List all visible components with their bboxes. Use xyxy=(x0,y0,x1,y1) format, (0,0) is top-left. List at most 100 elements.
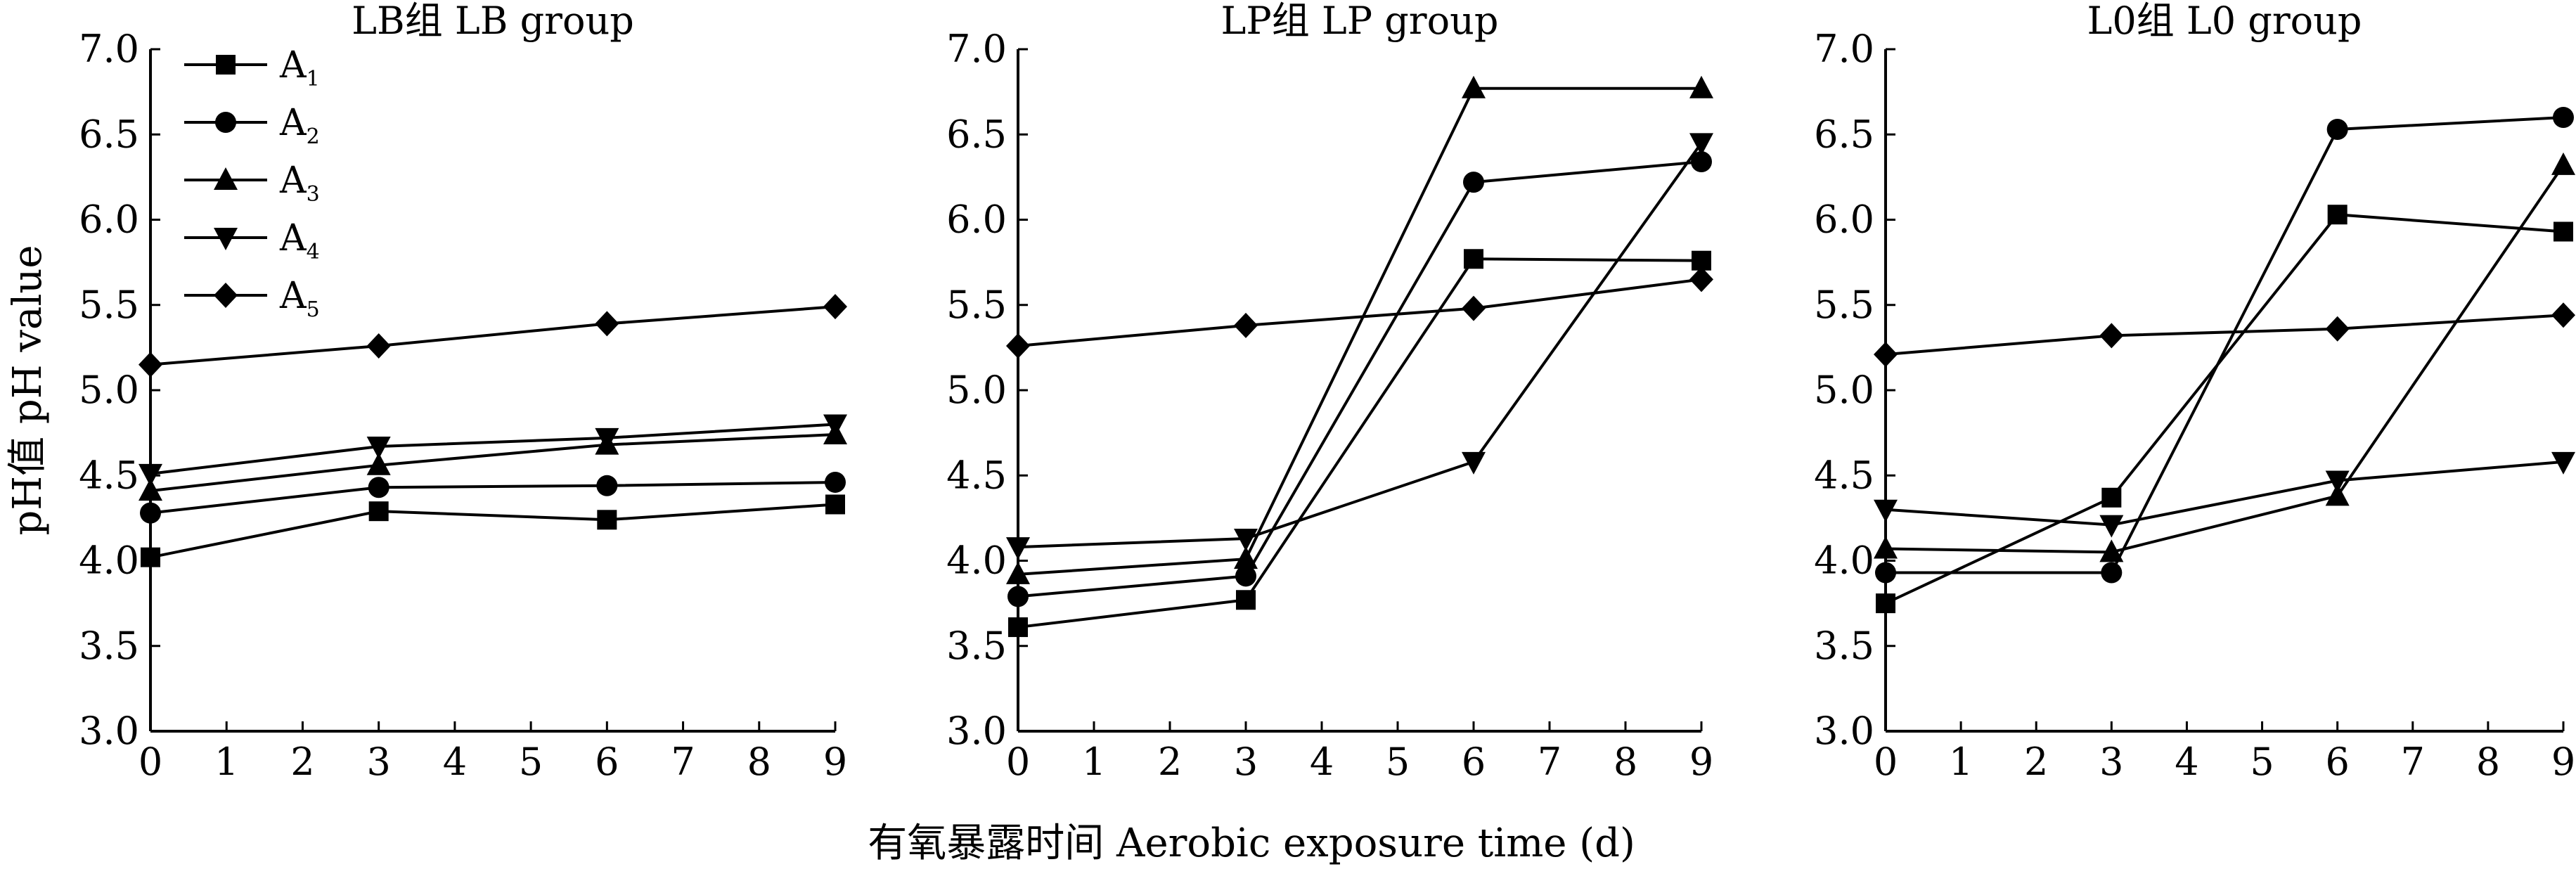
legend-item-3: A3 xyxy=(184,160,320,207)
data-point xyxy=(1236,590,1256,610)
data-point xyxy=(1234,546,1258,569)
y-tick-label: 4.0 xyxy=(1814,539,1874,583)
y-tick-label: 6.5 xyxy=(946,112,1007,156)
x-tick-label: 6 xyxy=(2325,740,2349,784)
data-point xyxy=(1462,451,1486,475)
y-tick-label: 4.5 xyxy=(946,453,1007,497)
data-point xyxy=(1006,537,1030,560)
data-point xyxy=(368,501,389,522)
data-point xyxy=(595,427,619,451)
series-line-a4 xyxy=(150,423,836,475)
data-point xyxy=(1691,151,1712,173)
x-tick-label: 2 xyxy=(1158,740,1182,784)
legend-item-4: A4 xyxy=(184,217,320,264)
y-axis-label: pH值 pH value xyxy=(5,245,51,535)
y-tick-label: 6.0 xyxy=(1814,198,1874,242)
data-point xyxy=(1462,295,1486,321)
x-tick-label: 2 xyxy=(2024,740,2048,784)
data-point xyxy=(139,478,162,501)
y-tick-label: 6.5 xyxy=(79,112,139,156)
y-tick-label: 6.0 xyxy=(79,198,139,242)
x-tick-label: 1 xyxy=(1949,740,1973,784)
chart-panels: 3.0 3.5 4.0 4.5 5.0 5.5 6.0 6.5 7.0 0 1 2 3 4 5 6 7 8 9 LB组… xyxy=(79,0,2575,784)
x-tick-label: 6 xyxy=(1462,740,1486,784)
y-tick-label: 7.0 xyxy=(946,27,1007,71)
x-tick-label: 7 xyxy=(1538,740,1561,784)
data-point xyxy=(2554,221,2573,242)
data-point xyxy=(1462,75,1486,98)
data-point xyxy=(596,475,618,496)
legend-label: A1 xyxy=(279,44,320,91)
series-line-a2 xyxy=(1017,160,1702,598)
y-tick-label: 3.5 xyxy=(1814,624,1874,668)
x-tick-label: 8 xyxy=(747,740,771,784)
data-point xyxy=(141,547,160,567)
data-point xyxy=(597,510,617,530)
y-tick-label: 5.0 xyxy=(1814,368,1874,412)
y-tick-label: 3.0 xyxy=(946,709,1007,753)
y-tick-label: 6.5 xyxy=(1814,112,1874,156)
data-point xyxy=(2325,316,2350,342)
data-point xyxy=(2551,152,2575,175)
y-tick-label: 7.0 xyxy=(1814,27,1874,71)
legend-marker xyxy=(215,112,236,133)
legend-marker xyxy=(214,228,238,250)
chart-panel-2: 3.0 3.5 4.0 4.5 5.0 5.5 6.0 6.5 7.0 0 1 2 3 4 5 6 7 8 9 LP组… xyxy=(946,0,1713,784)
data-point xyxy=(823,414,847,437)
x-tick-label: 1 xyxy=(214,740,238,784)
chart-panel-1: 3.0 3.5 4.0 4.5 5.0 5.5 6.0 6.5 7.0 0 1 2 3 4 5 6 7 8 9 LB组… xyxy=(79,0,847,784)
legend-marker xyxy=(214,283,238,308)
data-point xyxy=(1008,617,1028,638)
data-point xyxy=(2553,107,2574,128)
y-tick-label: 7.0 xyxy=(79,27,139,71)
x-tick-label: 5 xyxy=(1386,740,1410,784)
data-point xyxy=(366,437,391,460)
series-line-a4 xyxy=(1017,142,1703,549)
data-point xyxy=(2101,562,2123,584)
y-tick-label: 4.5 xyxy=(1814,453,1874,497)
series-line-a2 xyxy=(1886,116,2564,574)
series-line-a1 xyxy=(1017,257,1702,629)
legend-marker xyxy=(214,167,238,190)
x-tick-label: 4 xyxy=(1310,740,1334,784)
x-tick-label: 4 xyxy=(2175,740,2198,784)
data-point xyxy=(1876,593,1895,614)
x-tick-label: 7 xyxy=(671,740,695,784)
x-tick-label: 2 xyxy=(290,740,314,784)
y-tick-label: 6.0 xyxy=(946,198,1007,242)
y-tick-label: 4.0 xyxy=(946,539,1007,583)
legend-item-1: A1 xyxy=(184,44,320,91)
y-tick-label: 3.5 xyxy=(946,624,1007,668)
series-line-a5 xyxy=(1885,314,2564,356)
data-point xyxy=(1235,565,1256,587)
data-point xyxy=(1689,266,1713,292)
y-tick-label: 5.5 xyxy=(1814,283,1874,327)
series-line-a5 xyxy=(1017,278,1702,347)
series-line-a3 xyxy=(150,433,836,493)
series-line-a5 xyxy=(150,305,836,366)
x-axis-label: 有氧暴露时间 Aerobic exposure time (d) xyxy=(868,820,1635,866)
data-point xyxy=(366,452,391,475)
y-tick-label: 5.5 xyxy=(946,283,1007,327)
series-line-a3 xyxy=(1885,164,2565,554)
chart-title: LP组 LP group xyxy=(1221,0,1499,43)
data-point xyxy=(825,494,845,515)
x-tick-label: 3 xyxy=(366,740,390,784)
data-point xyxy=(2099,323,2124,349)
data-point xyxy=(825,471,846,493)
data-point xyxy=(1874,499,1898,522)
y-tick-label: 3.0 xyxy=(1814,709,1874,753)
data-point xyxy=(1006,561,1030,584)
data-point xyxy=(1464,249,1483,269)
x-tick-label: 0 xyxy=(139,740,162,784)
data-point xyxy=(1007,586,1029,607)
data-point xyxy=(2551,451,2575,475)
data-point xyxy=(2101,487,2122,508)
y-tick-label: 3.5 xyxy=(79,624,139,668)
series-line-a1 xyxy=(150,503,836,559)
x-tick-label: 3 xyxy=(1234,740,1258,784)
data-point xyxy=(140,502,161,524)
legend-label: A3 xyxy=(279,160,320,207)
data-point xyxy=(1689,75,1713,98)
